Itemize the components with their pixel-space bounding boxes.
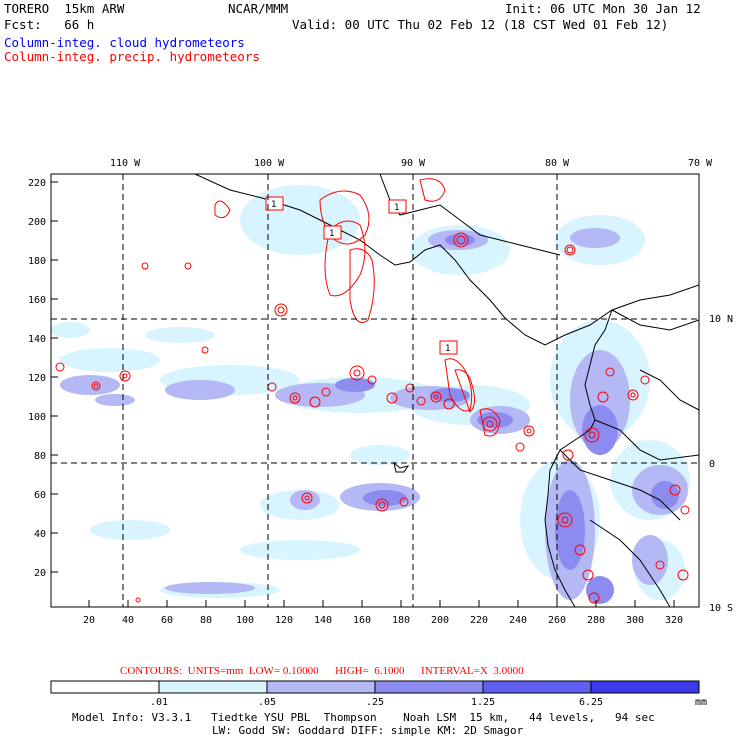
box-label: 1 <box>271 200 276 210</box>
colorbar-label: .25 <box>366 697 384 708</box>
y-tick-label: 140 <box>28 334 46 345</box>
x-tick-label: 120 <box>275 615 293 626</box>
colorbar: .01 .05 .25 1.25 6.25 mm <box>50 680 707 708</box>
colorbar-unit: mm <box>695 697 707 708</box>
lon-label: 80 W <box>545 158 570 169</box>
lon-label: 100 W <box>254 158 285 169</box>
y-tick-label: 120 <box>28 373 46 384</box>
colorbar-swatch <box>50 680 160 694</box>
x-tick-label: 40 <box>122 615 134 626</box>
x-tick-label: 180 <box>392 615 410 626</box>
physics-info: LW: Godd SW: Goddard DIFF: simple KM: 2D… <box>212 724 524 737</box>
x-tick-label: 60 <box>161 615 173 626</box>
lon-label: 70 W <box>688 158 713 169</box>
colorbar-label: .05 <box>258 697 276 708</box>
x-tick-label: 100 <box>236 615 254 626</box>
lon-label: 110 W <box>110 158 141 169</box>
x-tick-label: 280 <box>587 615 605 626</box>
colorbar-swatch <box>158 680 268 694</box>
valid-time: Valid: 00 UTC Thu 02 Feb 12 (18 CST Wed … <box>292 17 669 32</box>
colorbar-swatch <box>266 680 376 694</box>
x-tick-label: 160 <box>353 615 371 626</box>
lat-label: 0 <box>709 459 715 470</box>
box-label: 1 <box>329 229 334 239</box>
x-tick-label: 240 <box>509 615 527 626</box>
y-tick-label: 40 <box>34 529 46 540</box>
latlon-grid <box>51 174 699 607</box>
x-tick-label: 80 <box>200 615 212 626</box>
plot-frame <box>50 173 700 608</box>
box-label: 1 <box>394 203 399 213</box>
lon-label: 90 W <box>401 158 426 169</box>
init-time: Init: 06 UTC Mon 30 Jan 12 <box>505 1 701 16</box>
model-info: Model Info: V3.3.1 Tiedtke YSU PBL Thomp… <box>72 711 655 724</box>
y-tick-label: 180 <box>28 256 46 267</box>
y-tick-label: 80 <box>34 451 46 462</box>
x-tick-label: 220 <box>470 615 488 626</box>
colorbar-swatch <box>590 680 700 694</box>
box-label: 1 <box>445 344 450 354</box>
x-tick-label: 320 <box>665 615 683 626</box>
x-tick-label: 300 <box>626 615 644 626</box>
precip-contours <box>55 178 690 604</box>
colorbar-swatch <box>482 680 592 694</box>
y-tick-label: 220 <box>28 178 46 189</box>
x-tick-label: 140 <box>314 615 332 626</box>
colorbar-label: 6.25 <box>579 697 603 708</box>
lat-label: 10 S <box>709 603 733 614</box>
lat-label: 10 N <box>709 314 733 325</box>
x-tick-label: 200 <box>431 615 449 626</box>
y-tick-label: 20 <box>34 568 46 579</box>
forecast-hour: Fcst: 66 h <box>4 17 95 32</box>
colorbar-label: .01 <box>150 697 168 708</box>
y-tick-label: 60 <box>34 490 46 501</box>
y-tick-label: 100 <box>28 412 46 423</box>
model-title: TORERO 15km ARW <box>4 1 125 16</box>
x-tick-label: 20 <box>83 615 95 626</box>
center-name: NCAR/MMM <box>228 1 289 16</box>
max-label-boxes <box>265 196 458 355</box>
shaded-cloud-field <box>51 185 690 604</box>
y-tick-label: 160 <box>28 295 46 306</box>
tick-marks <box>51 181 675 607</box>
precip-field-label: Column-integ. precip. hydrometeors <box>4 49 260 64</box>
coastlines <box>194 174 699 607</box>
contour-info: CONTOURS: UNITS=mm LOW= 0.10000 HIGH= 6.… <box>120 665 524 677</box>
colorbar-swatch <box>374 680 484 694</box>
cloud-field-label: Column-integ. cloud hydrometeors <box>4 35 245 50</box>
colorbar-label: 1.25 <box>471 697 495 708</box>
x-tick-label: 260 <box>548 615 566 626</box>
y-tick-label: 200 <box>28 217 46 228</box>
